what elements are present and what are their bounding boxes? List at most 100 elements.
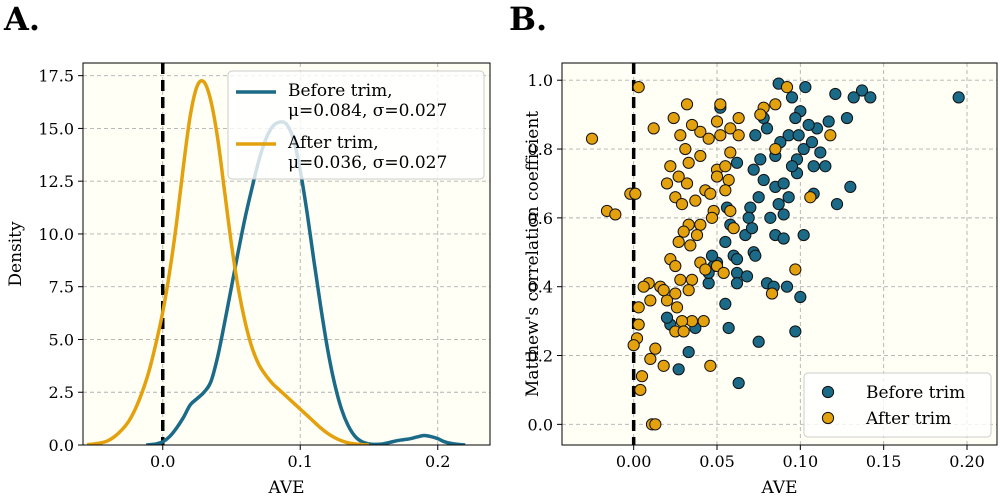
- scatter-point: [752, 191, 765, 204]
- scatter-point: [847, 91, 860, 104]
- density-curve-before-trim: [146, 120, 466, 445]
- x-tick-label: 0.15: [866, 452, 902, 471]
- panel-a-x-ticks: 0.0 0.1 0.2: [150, 445, 450, 471]
- scatter-point: [694, 149, 707, 163]
- scatter-point: [864, 91, 877, 104]
- panel-a-series: [86, 79, 466, 445]
- scatter-point: [730, 156, 744, 169]
- scatter-point: [704, 187, 717, 200]
- scatter-point: [760, 122, 774, 135]
- scatter-point: [672, 170, 685, 183]
- scatter-point: [792, 129, 805, 142]
- scatter-point: [802, 118, 815, 132]
- scatter-point: [744, 201, 757, 214]
- scatter-point: [805, 136, 819, 149]
- panel-b-y-axis-label: Matthew's correlation coefficient: [523, 111, 543, 397]
- scatter-point: [747, 163, 760, 176]
- y-tick-label: 0.8: [528, 140, 553, 159]
- scatter-point: [669, 259, 682, 273]
- scatter-point: [677, 325, 690, 338]
- scatter-point: [777, 208, 790, 221]
- scatter-point: [669, 287, 682, 300]
- legend-label-after-trim: After trim: [865, 409, 951, 429]
- scatter-point: [670, 301, 684, 314]
- y-tick-label: 0.6: [528, 209, 553, 228]
- scatter-point: [794, 290, 807, 304]
- x-tick-label: 0.00: [616, 452, 652, 471]
- scatter-point: [780, 80, 794, 94]
- scatter-point: [719, 235, 732, 249]
- y-tick-label: 15.0: [38, 119, 74, 138]
- scatter-point: [644, 294, 657, 307]
- scatter-point: [749, 129, 762, 142]
- scatter-point: [814, 146, 827, 159]
- scatter-point: [769, 142, 782, 156]
- scatter-point: [699, 263, 712, 276]
- panel-a-letter: A.: [3, 0, 40, 38]
- scatter-point: [585, 132, 599, 145]
- scatter-point: [804, 191, 817, 204]
- panel-a-y-ticks: 0.0 2.5 5.0 7.5 10.0 12.5 15.0 17.5: [38, 67, 83, 455]
- scatter-point: [679, 142, 692, 156]
- panel-a-x-axis-label: AVE: [267, 478, 304, 498]
- scatter-point: [752, 335, 765, 348]
- scatter-point: [647, 122, 660, 135]
- scatter-point: [785, 160, 799, 173]
- scatter-point: [797, 142, 810, 156]
- panel-b-scatter-chart: B. 0.00 0.05 0.10 0.15 0.20 0.0 0.2 0.4 0.6 0.8 1…: [509, 0, 998, 498]
- scatter-point: [682, 156, 695, 169]
- scatter-point: [680, 98, 694, 111]
- scatter-point: [702, 277, 715, 290]
- y-tick-label: 0.2: [528, 347, 553, 366]
- scatter-point: [697, 315, 710, 328]
- legend-marker-before-trim: [821, 385, 835, 399]
- scatter-point: [822, 115, 835, 128]
- scatter-point: [772, 198, 785, 211]
- scatter-point: [657, 359, 670, 372]
- y-tick-label: 1.0: [528, 71, 553, 90]
- scatter-point: [722, 173, 735, 187]
- panel-a-legend-box: [227, 70, 485, 180]
- scatter-point: [754, 153, 767, 166]
- panel-a-density-chart: A. 0.0 0.1 0.2 0.0 2.5 5.0 7.5 10.0 12.5 15.0 17.…: [3, 0, 491, 498]
- scatter-point: [724, 204, 737, 218]
- y-tick-label: 12.5: [38, 172, 74, 191]
- scatter-point: [705, 211, 719, 224]
- scatter-point: [719, 297, 732, 310]
- y-tick-label: 0.0: [528, 415, 553, 434]
- scatter-point: [719, 160, 732, 173]
- scatter-point: [732, 376, 745, 390]
- x-tick-label: 0.05: [699, 452, 735, 471]
- panel-a-y-axis-label: Density: [6, 221, 26, 287]
- scatter-point: [690, 228, 704, 242]
- scatter-point: [757, 173, 770, 187]
- scatter-point: [674, 129, 687, 142]
- x-tick-label: 0.10: [783, 452, 819, 471]
- scatter-point: [634, 383, 647, 397]
- scatter-point: [799, 80, 812, 94]
- scatter-point: [717, 266, 730, 280]
- y-tick-label: 2.5: [49, 383, 74, 402]
- scatter-point: [635, 370, 649, 383]
- scatter-point: [742, 211, 755, 224]
- scatter-point: [745, 222, 759, 235]
- scatter-point: [714, 98, 727, 111]
- panel-a-legend: Before trim, μ=0.084, σ=0.027 After trim…: [227, 70, 485, 180]
- scatter-point: [710, 115, 724, 128]
- scatter-point: [682, 284, 695, 297]
- scatter-point: [769, 98, 782, 111]
- scatter-point: [782, 191, 795, 204]
- x-tick-label: 0.1: [288, 452, 313, 471]
- scatter-point: [684, 239, 697, 252]
- y-tick-label: 0.4: [528, 278, 553, 297]
- scatter-point: [764, 211, 777, 224]
- scatter-point: [674, 273, 687, 286]
- scatter-point: [705, 249, 719, 262]
- scatter-point: [730, 277, 744, 290]
- legend-label-before-trim: Before trim,: [288, 81, 393, 101]
- scatter-series-after-trim: [585, 80, 837, 431]
- scatter-point: [785, 91, 799, 104]
- scatter-point: [609, 208, 622, 221]
- scatter-point: [777, 177, 790, 190]
- scatter-point: [675, 315, 689, 328]
